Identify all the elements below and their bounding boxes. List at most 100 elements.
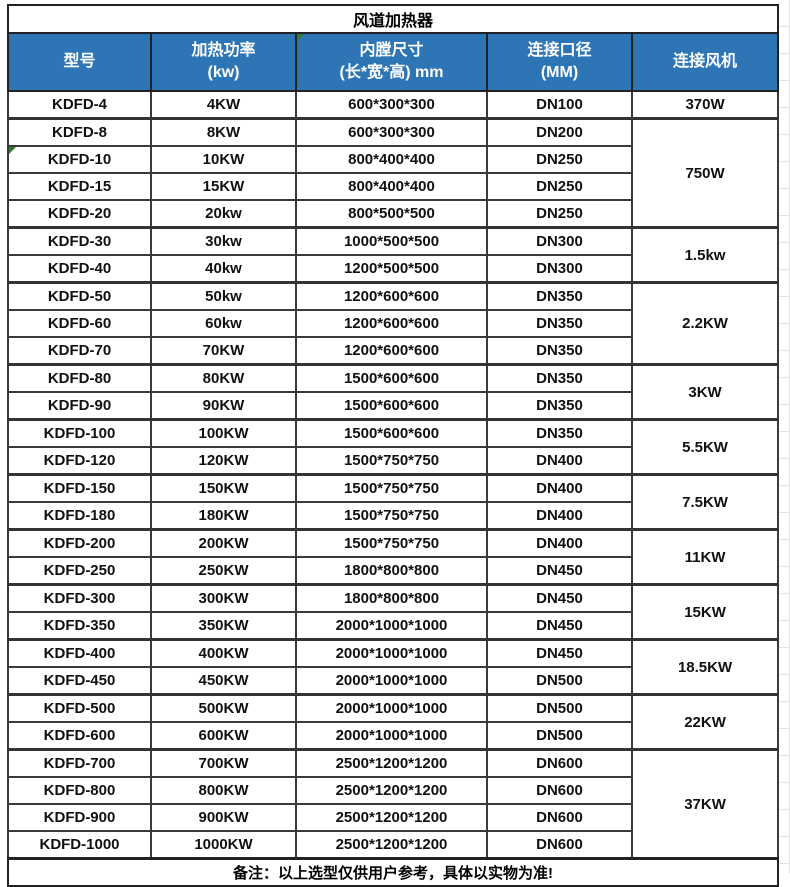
table-row: KDFD-60 60kw 1200*600*600 DN350 xyxy=(7,309,778,338)
table-row: KDFD-4 4KW 600*300*300 DN100 370W xyxy=(7,90,780,120)
power-cell: 150KW xyxy=(150,473,297,503)
power-cell: 1000KW xyxy=(150,830,297,860)
model-cell: KDFD-90 xyxy=(7,391,152,421)
model-cell: KDFD-180 xyxy=(7,501,152,531)
port-cell: DN400 xyxy=(486,473,633,503)
power-cell: 600KW xyxy=(150,721,297,751)
port-cell: DN250 xyxy=(486,199,633,229)
power-cell: 800KW xyxy=(150,776,297,805)
model-cell: KDFD-500 xyxy=(7,693,152,723)
power-cell: 700KW xyxy=(150,748,297,778)
model-cell: KDFD-40 xyxy=(7,254,152,284)
fan-cell: 7.5KW xyxy=(630,473,780,531)
model-cell: KDFD-600 xyxy=(7,721,152,751)
size-cell: 2500*1200*1200 xyxy=(295,776,488,805)
size-cell: 1200*600*600 xyxy=(295,281,488,311)
power-cell: 100KW xyxy=(150,418,297,448)
power-cell: 20kw xyxy=(150,199,297,229)
power-cell: 500KW xyxy=(150,693,297,723)
table-row: KDFD-8 8KW 600*300*300 DN200 750W xyxy=(7,117,780,229)
model-cell: KDFD-4 xyxy=(7,90,152,120)
size-cell: 2000*1000*1000 xyxy=(295,611,488,641)
size-cell: 1500*600*600 xyxy=(295,363,488,393)
power-cell: 70KW xyxy=(150,336,297,366)
power-cell: 80KW xyxy=(150,363,297,393)
table-row: KDFD-30 30kw 1000*500*500 DN300 1.5kw xyxy=(7,226,780,284)
table-row: KDFD-100 100KW 1500*600*600 DN350 5.5KW xyxy=(7,418,780,476)
size-cell: 800*400*400 xyxy=(295,145,488,174)
column-header-model: 型号 xyxy=(7,32,152,92)
model-cell: KDFD-300 xyxy=(7,583,152,613)
note-row: 备注：以上选型仅供用户参考，具体以实物为准! xyxy=(6,857,780,887)
size-cell: 2000*1000*1000 xyxy=(295,666,488,696)
table-row: KDFD-150 150KW 1500*750*750 DN400 7.5KW xyxy=(7,473,780,531)
model-cell: KDFD-150 xyxy=(7,473,152,503)
port-cell: DN400 xyxy=(486,446,633,476)
model-cell: KDFD-250 xyxy=(7,556,152,586)
port-cell: DN350 xyxy=(486,309,633,338)
port-cell: DN500 xyxy=(486,666,633,696)
port-cell: DN300 xyxy=(486,226,633,256)
column-header-size: 内膛尺寸 (长*宽*高) mm xyxy=(295,32,488,92)
size-cell: 2500*1200*1200 xyxy=(295,748,488,778)
power-cell: 40kw xyxy=(150,254,297,284)
power-cell: 60kw xyxy=(150,309,297,338)
table-row: KDFD-10 10KW 800*400*400 DN250 xyxy=(7,145,778,174)
port-cell: DN400 xyxy=(486,501,633,531)
size-cell: 1200*600*600 xyxy=(295,336,488,366)
port-cell: DN600 xyxy=(486,776,633,805)
model-cell: KDFD-120 xyxy=(7,446,152,476)
column-header-port: 连接口径 (MM) xyxy=(486,32,633,92)
power-cell: 200KW xyxy=(150,528,297,558)
port-cell: DN500 xyxy=(486,721,633,751)
power-cell: 4KW xyxy=(150,90,297,120)
port-cell: DN600 xyxy=(486,748,633,778)
table-row: KDFD-800 800KW 2500*1200*1200 DN600 xyxy=(7,776,778,805)
port-cell: DN200 xyxy=(486,117,633,147)
table-row: KDFD-200 200KW 1500*750*750 DN400 11KW xyxy=(7,528,780,586)
model-cell: KDFD-60 xyxy=(7,309,152,338)
table-row: KDFD-350 350KW 2000*1000*1000 DN450 xyxy=(7,611,778,641)
power-cell: 350KW xyxy=(150,611,297,641)
fan-cell: 18.5KW xyxy=(630,638,780,696)
model-cell: KDFD-30 xyxy=(7,226,152,256)
size-cell: 600*300*300 xyxy=(295,117,488,147)
port-cell: DN350 xyxy=(486,418,633,448)
model-cell: KDFD-200 xyxy=(7,528,152,558)
port-cell: DN450 xyxy=(486,583,633,613)
model-cell: KDFD-80 xyxy=(7,363,152,393)
model-cell: KDFD-700 xyxy=(7,748,152,778)
port-cell: DN350 xyxy=(486,391,633,421)
port-cell: DN300 xyxy=(486,254,633,284)
size-cell: 2500*1200*1200 xyxy=(295,830,488,860)
port-cell: DN450 xyxy=(486,556,633,586)
column-header-fan: 连接风机 xyxy=(630,32,780,92)
port-cell: DN400 xyxy=(486,528,633,558)
size-cell: 1500*600*600 xyxy=(295,391,488,421)
table-row: KDFD-80 80KW 1500*600*600 DN350 3KW xyxy=(7,363,780,421)
power-cell: 90KW xyxy=(150,391,297,421)
port-cell: DN500 xyxy=(486,693,633,723)
power-cell: 50kw xyxy=(150,281,297,311)
model-cell: KDFD-50 xyxy=(7,281,152,311)
power-cell: 450KW xyxy=(150,666,297,696)
power-cell: 900KW xyxy=(150,803,297,832)
fan-cell: 22KW xyxy=(630,693,780,751)
size-cell: 1800*800*800 xyxy=(295,583,488,613)
model-cell: KDFD-20 xyxy=(7,199,152,229)
size-cell: 800*500*500 xyxy=(295,199,488,229)
duct-heater-spec-table: 风道加热器 型号 加热功率 (kw) 内膛尺寸 (长*宽*高) mm 连接口径 (MM… xyxy=(6,4,780,887)
column-header-power: 加热功率 (kw) xyxy=(150,32,297,92)
size-cell: 1500*750*750 xyxy=(295,528,488,558)
port-cell: DN450 xyxy=(486,611,633,641)
note-text: 备注：以上选型仅供用户参考，具体以实物为准! xyxy=(6,857,780,887)
table-row: KDFD-15 15KW 800*400*400 DN250 xyxy=(7,172,778,201)
size-cell: 1500*750*750 xyxy=(295,501,488,531)
model-cell: KDFD-350 xyxy=(7,611,152,641)
power-cell: 400KW xyxy=(150,638,297,668)
port-cell: DN350 xyxy=(486,363,633,393)
power-cell: 300KW xyxy=(150,583,297,613)
port-cell: DN350 xyxy=(486,336,633,366)
fan-cell: 2.2KW xyxy=(630,281,780,366)
fan-cell: 15KW xyxy=(630,583,780,641)
